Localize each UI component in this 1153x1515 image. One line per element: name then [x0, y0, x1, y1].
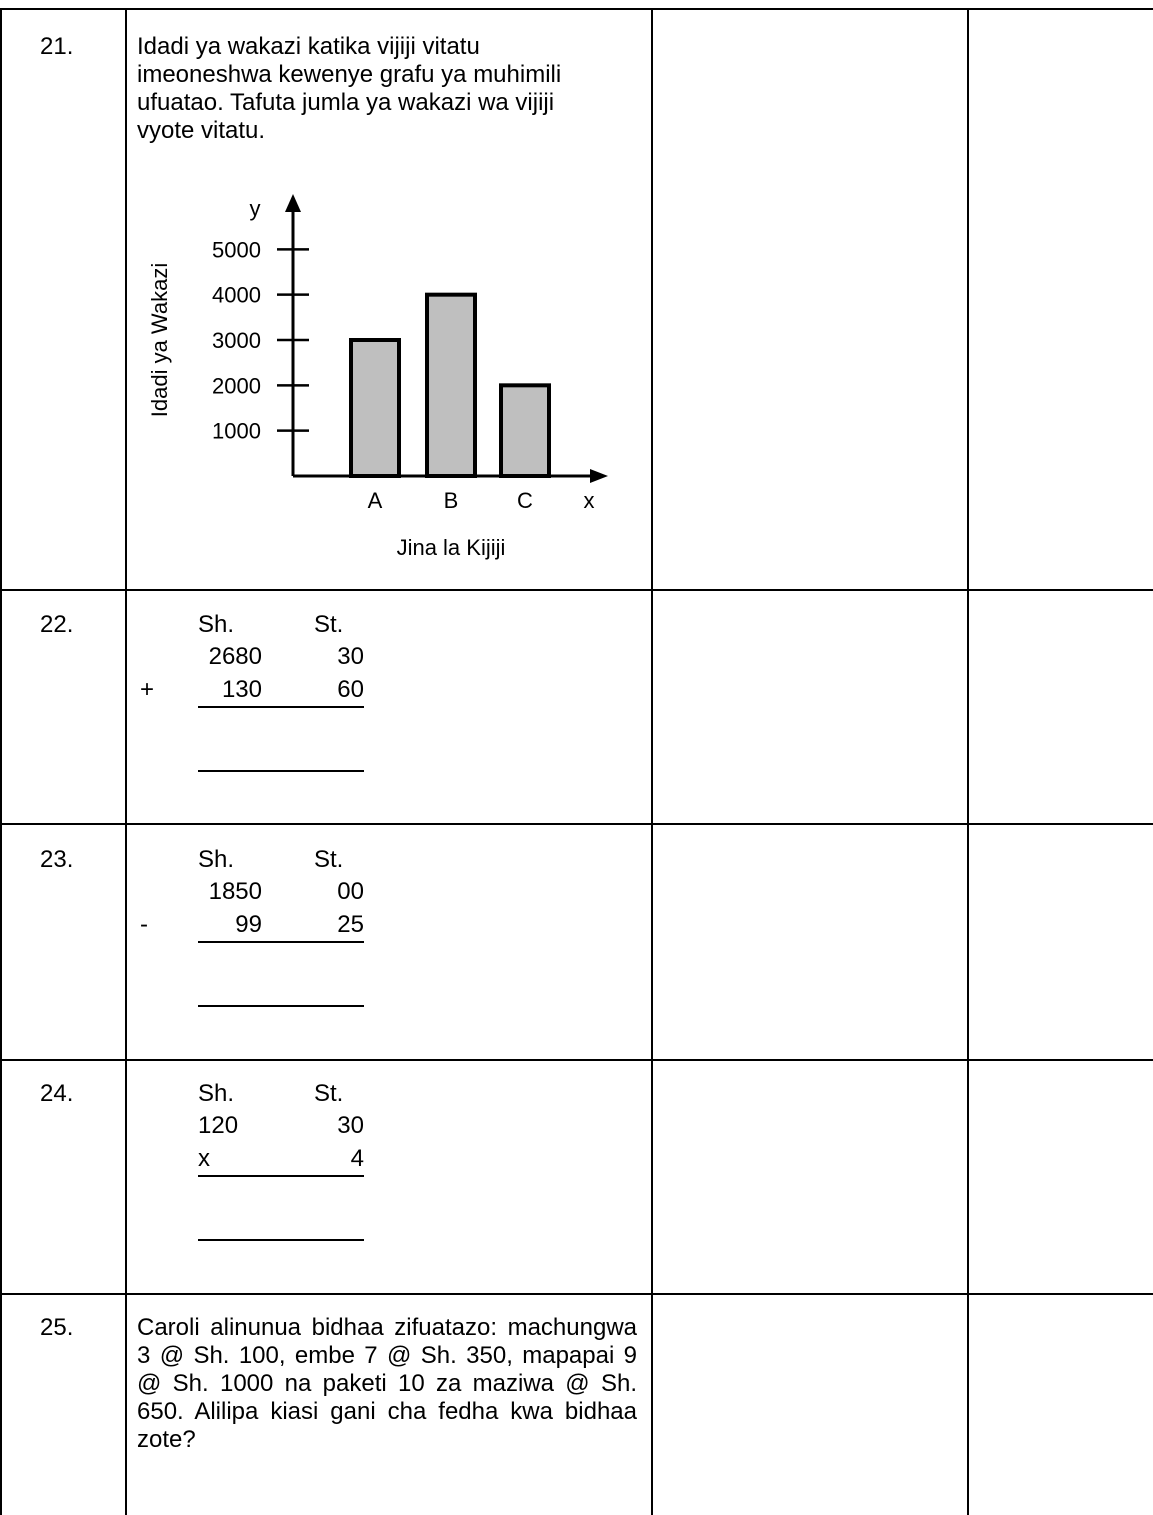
bottom-shillings: 130 — [221, 676, 262, 703]
row-divider-3 — [0, 1059, 1153, 1061]
y-tick-label: 1000 — [212, 419, 261, 444]
product-underline — [198, 1175, 364, 1177]
y-tick-label: 2000 — [212, 373, 261, 398]
bottom-cents: 4 — [350, 1145, 364, 1172]
x-axis-arrow — [590, 469, 608, 483]
row-divider-4 — [0, 1293, 1153, 1295]
operator: - — [140, 911, 148, 938]
bar-b — [425, 292, 477, 478]
table-border-top — [0, 8, 1153, 10]
bottom-cents: 60 — [337, 676, 364, 703]
y-axis-label: Idadi ya Wakazi — [147, 263, 172, 417]
money-calculation: Sh. St. 2680 30 + 130 60 — [138, 611, 378, 811]
money-calculation: Sh. St. 120 30 x 4 — [138, 1080, 378, 1280]
x-tick-label: B — [444, 488, 459, 513]
answer-line — [198, 1005, 364, 1007]
question-number: 22. — [40, 611, 74, 638]
question-number: 21. — [40, 33, 74, 60]
cents-header: St. — [314, 846, 344, 873]
x-axis-label: Jina la Kijiji — [397, 535, 506, 560]
shillings-header: Sh. — [198, 1080, 235, 1107]
answer-line — [198, 770, 364, 772]
bottom-cents: 25 — [337, 911, 364, 938]
x-axis-letter: x — [584, 488, 595, 513]
y-axis-letter: y — [250, 196, 261, 221]
answer-line — [198, 1239, 364, 1241]
top-cents: 30 — [337, 1112, 364, 1139]
y-axis-arrow — [285, 194, 301, 212]
top-cents: 30 — [337, 643, 364, 670]
money-calculation: Sh. St. 1850 00 - 99 25 — [138, 846, 378, 1046]
column-divider-3 — [967, 8, 969, 1515]
row-divider-2 — [0, 823, 1153, 825]
bar-chart: y x 1000 2000 3000 4000 5000 Idadi ya Wakazi A B C… — [147, 194, 608, 560]
shillings-header: Sh. — [198, 846, 235, 873]
cents-header: St. — [314, 611, 344, 638]
y-tick-label: 5000 — [212, 237, 261, 262]
top-shillings: 1850 — [208, 878, 262, 905]
question-text: Idadi ya wakazi katika vijiji vitatu ime… — [137, 33, 562, 144]
row-divider-1 — [0, 589, 1153, 591]
question-text: Caroli alinunua bidhaa zifuatazo: machun… — [137, 1314, 637, 1453]
sum-underline — [198, 706, 364, 708]
x-tick-label: C — [517, 488, 533, 513]
bar-c — [499, 383, 551, 478]
question-number: 24. — [40, 1080, 74, 1107]
question-number: 23. — [40, 846, 74, 873]
shillings-header: Sh. — [198, 611, 235, 638]
operator: + — [140, 676, 155, 703]
question-number: 25. — [40, 1314, 74, 1341]
top-shillings: 120 — [198, 1112, 239, 1139]
table-border-left — [0, 8, 2, 1515]
bottom-shillings: 99 — [235, 911, 262, 938]
cents-header: St. — [314, 1080, 344, 1107]
y-tick-label: 3000 — [212, 328, 261, 353]
x-tick-label: A — [368, 488, 383, 513]
column-divider-1 — [125, 8, 127, 1515]
top-cents: 00 — [337, 878, 364, 905]
y-tick-label: 4000 — [212, 283, 261, 308]
column-divider-2 — [651, 8, 653, 1515]
difference-underline — [198, 941, 364, 943]
operator: x — [198, 1145, 210, 1172]
bar-a — [349, 338, 401, 478]
top-shillings: 2680 — [208, 643, 262, 670]
